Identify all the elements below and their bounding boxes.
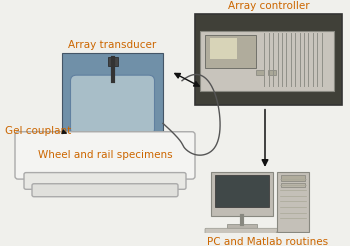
- FancyBboxPatch shape: [24, 173, 186, 189]
- Bar: [281, 175, 305, 181]
- Bar: [227, 224, 257, 228]
- Text: Array transducer: Array transducer: [68, 40, 157, 50]
- Text: Wheel and rail specimens: Wheel and rail specimens: [38, 150, 172, 160]
- Bar: [195, 14, 342, 105]
- Text: Array controller: Array controller: [228, 1, 309, 11]
- FancyBboxPatch shape: [15, 132, 195, 179]
- Bar: [256, 70, 264, 75]
- Bar: [268, 70, 276, 75]
- Ellipse shape: [276, 230, 286, 238]
- Bar: [107, 57, 118, 66]
- Bar: [211, 172, 273, 216]
- Bar: [200, 31, 334, 91]
- FancyBboxPatch shape: [70, 75, 154, 135]
- Text: PC and Matlab routines: PC and Matlab routines: [208, 237, 329, 246]
- Bar: [205, 35, 256, 68]
- Bar: [215, 175, 269, 207]
- Bar: [210, 38, 237, 59]
- Bar: [281, 183, 305, 186]
- FancyBboxPatch shape: [205, 228, 279, 238]
- Bar: [277, 172, 309, 232]
- FancyBboxPatch shape: [32, 184, 178, 197]
- Bar: [62, 53, 163, 142]
- Text: Gel couplant: Gel couplant: [5, 126, 71, 136]
